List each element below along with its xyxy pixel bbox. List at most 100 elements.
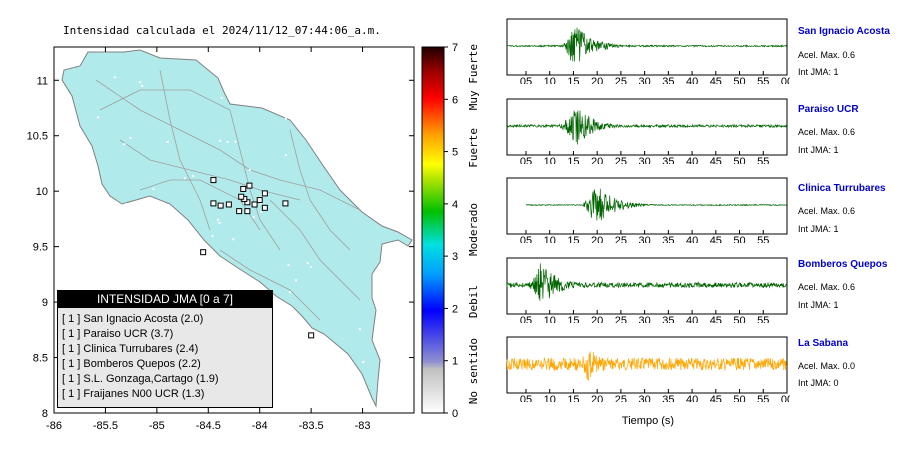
colorbar-label-moderado: Moderado xyxy=(467,203,480,256)
time-tick-label: 05 xyxy=(520,76,532,84)
town-dot xyxy=(141,85,144,88)
town-dot xyxy=(123,143,126,146)
station-intensity: Int JMA: 1 xyxy=(798,300,839,310)
colorbar-label-no-sentido: No sentido xyxy=(467,338,480,405)
seismogram-panel: 05 10 15 20 25 30 35 40 45 50 55 00 xyxy=(506,18,790,84)
time-tick-label: 10 xyxy=(544,315,556,323)
station-marker xyxy=(200,249,207,256)
station-accel: Acel. Max. 0.6 xyxy=(798,50,856,60)
seismogram-frame xyxy=(506,98,788,156)
station-marker xyxy=(251,201,258,208)
town-dot xyxy=(218,221,221,224)
town-dot xyxy=(338,360,341,363)
station-marker xyxy=(217,202,224,209)
time-tick-label: 05 xyxy=(520,235,532,243)
time-axis-title: Tiempo (s) xyxy=(621,415,675,427)
time-tick-label: 40 xyxy=(686,394,698,402)
colorbar-tick-label: 1 xyxy=(452,356,458,368)
colorbar-tick-label: 3 xyxy=(452,251,458,263)
town-dot xyxy=(250,77,253,80)
map-y-tick-label: 10.5 xyxy=(27,131,48,143)
intensity-colorbar xyxy=(421,46,445,414)
time-tick-label: 30 xyxy=(639,394,651,402)
station-marker xyxy=(236,208,243,215)
town-dot xyxy=(234,140,237,143)
colorbar-tick-label: 6 xyxy=(452,94,458,106)
station-markers xyxy=(200,177,315,339)
colorbar-label-muy-fuerte: Muy Fuerte xyxy=(467,44,480,111)
time-tick-label: 15 xyxy=(567,76,579,84)
time-tick-label: 20 xyxy=(591,76,603,84)
town-dot xyxy=(288,291,291,294)
station-marker xyxy=(210,200,217,207)
station-marker xyxy=(238,193,245,200)
station-name: Bomberos Quepos xyxy=(798,259,888,270)
colorbar-tick-label: 0 xyxy=(452,408,458,420)
station-marker xyxy=(240,185,247,192)
map-y-ticks: 11 10.5 10 9.5 9 8.5 8 xyxy=(27,75,414,420)
station-marker xyxy=(246,182,253,189)
town-dot xyxy=(113,76,116,79)
town-dot xyxy=(226,140,229,143)
town-dot xyxy=(232,238,235,241)
station-marker xyxy=(256,197,263,204)
time-tick-label: 15 xyxy=(567,235,579,243)
intensity-legend: INTENSIDAD JMA [0 a 7] [ 1 ] San Ignacio… xyxy=(57,290,273,408)
town-dot xyxy=(295,279,298,282)
town-dot xyxy=(191,175,194,178)
station-marker xyxy=(210,177,217,184)
colorbar-label-fuerte: Fuerte xyxy=(467,128,480,168)
town-dot xyxy=(358,328,361,331)
station-accel: Acel. Max. 0.6 xyxy=(798,206,856,216)
time-tick-label: 25 xyxy=(615,156,627,164)
town-dot xyxy=(217,218,220,221)
colorbar-ticks: 7 6 5 4 3 2 1 0 xyxy=(444,42,458,420)
station-marker xyxy=(261,204,268,211)
time-tick-label: 45 xyxy=(710,156,722,164)
town-dot xyxy=(252,216,255,219)
town-dot xyxy=(259,202,262,205)
time-tick-label: 50 xyxy=(733,235,745,243)
time-tick-label: 50 xyxy=(733,76,745,84)
colorbar-tick-label: 2 xyxy=(452,303,458,315)
seismogram-trace xyxy=(506,351,788,382)
map-x-tick-label: -85 xyxy=(149,420,165,432)
legend-item: [ 1 ] Fraijanes N00 UCR (1.3) xyxy=(62,388,205,400)
town-dot xyxy=(281,330,284,333)
map-x-tick-label: -85.5 xyxy=(93,420,118,432)
legend-item: [ 1 ] Bomberos Quepos (2.2) xyxy=(62,358,201,370)
seismogram-panel: 05 10 15 20 25 30 35 40 45 50 55 00 xyxy=(506,336,790,402)
time-tick-label: 35 xyxy=(662,315,674,323)
time-tick-label: 50 xyxy=(733,394,745,402)
station-accel: Acel. Max. 0.0 xyxy=(798,361,856,371)
legend-item: [ 1 ] Paraiso UCR (3.7) xyxy=(62,328,174,340)
time-tick-label: 35 xyxy=(662,394,674,402)
map-x-ticks: -86 -85.5 -85 -84.5 -84 -83.5 -83 xyxy=(46,47,371,432)
station-name: La Sabana xyxy=(798,338,849,349)
road-lines xyxy=(95,69,361,321)
colorbar-tick-label: 7 xyxy=(452,42,458,54)
town-dot xyxy=(166,141,169,144)
time-tick-label: 10 xyxy=(544,394,556,402)
time-tick-label: 20 xyxy=(591,394,603,402)
map-x-tick-label: -83.5 xyxy=(299,420,324,432)
station-marker xyxy=(308,332,315,339)
town-dot xyxy=(310,265,313,268)
time-tick-label: 25 xyxy=(615,394,627,402)
time-tick-label: 55 xyxy=(757,235,769,243)
station-name: San Ignacio Acosta xyxy=(798,26,890,37)
station-intensity: Int JMA: 1 xyxy=(798,224,839,234)
seismogram-panel: 05 10 15 20 25 30 35 40 45 50 55 xyxy=(506,257,788,323)
map-x-tick-label: -84.5 xyxy=(196,420,221,432)
time-tick-label: 00 xyxy=(781,76,790,84)
time-tick-label: 05 xyxy=(520,315,532,323)
map-y-tick-label: 8.5 xyxy=(33,353,48,365)
town-dot xyxy=(287,264,290,267)
town-dot xyxy=(284,117,287,120)
colorbar-tick-label: 5 xyxy=(452,147,458,159)
time-tick-label: 50 xyxy=(733,156,745,164)
town-dot xyxy=(211,235,214,238)
town-dot xyxy=(92,177,95,180)
time-tick-label: 40 xyxy=(686,315,698,323)
time-tick-label: 55 xyxy=(757,315,769,323)
